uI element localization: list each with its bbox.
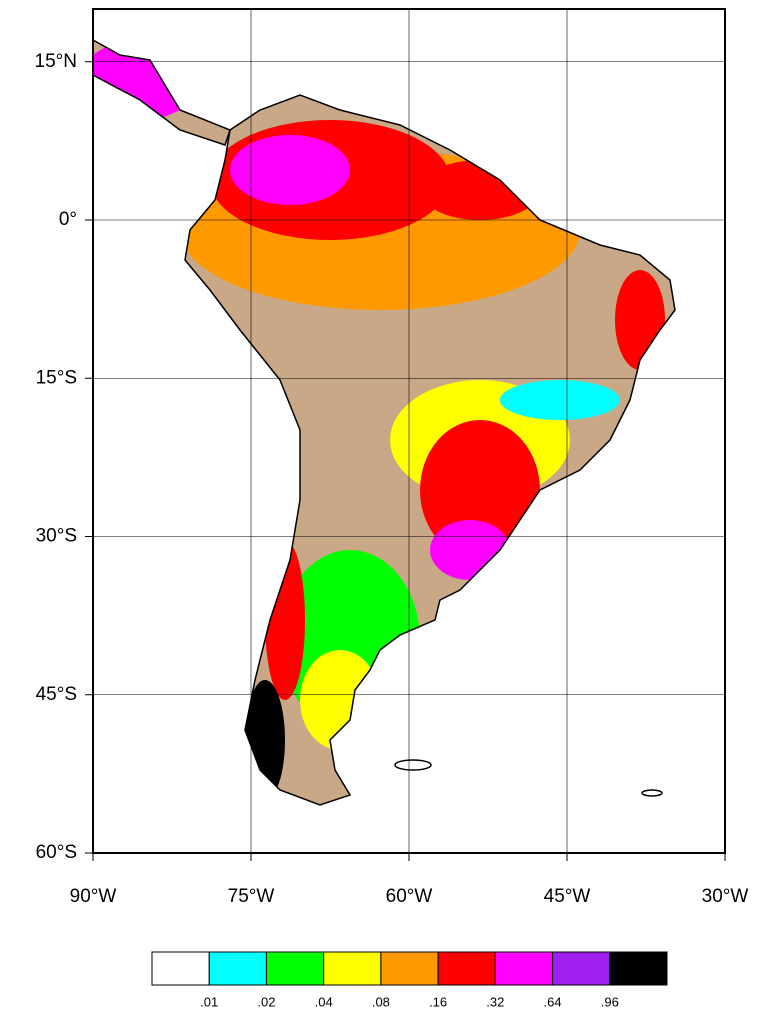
y-tick-label: 15°N xyxy=(35,51,77,72)
y-tick-label: 45°S xyxy=(36,684,77,705)
colorbar-box xyxy=(265,951,325,986)
colorbar-box xyxy=(609,951,668,986)
y-tick-label: 60°S xyxy=(36,842,77,863)
colorbar-label: .16 xyxy=(429,994,447,1009)
colorbar-label: .64 xyxy=(544,994,562,1009)
colorbar-box xyxy=(151,951,210,986)
coastline xyxy=(92,38,676,806)
colorbar-label: .02 xyxy=(257,994,275,1009)
x-tick-label: 30°W xyxy=(702,886,749,907)
colorbar-box xyxy=(380,951,439,986)
colorbar-label: .08 xyxy=(372,994,390,1009)
colorbar-box xyxy=(208,951,267,986)
x-tick-label: 90°W xyxy=(70,886,117,907)
colorbar-label: .96 xyxy=(601,994,619,1009)
colorbar-label: .01 xyxy=(200,994,218,1009)
y-tick-label: 30°S xyxy=(36,526,77,547)
y-tick-label: 15°S xyxy=(36,367,77,388)
map-frame xyxy=(92,8,726,854)
y-tick-label: 0° xyxy=(59,209,77,230)
x-tick-label: 45°W xyxy=(544,886,591,907)
colorbar-box xyxy=(323,951,382,986)
colorbar-label: .04 xyxy=(315,994,333,1009)
colorbar-box xyxy=(437,951,496,986)
x-tick-label: 60°W xyxy=(386,886,433,907)
colorbar-box xyxy=(552,951,611,986)
colorbar-label: .32 xyxy=(486,994,504,1009)
colorbar-box xyxy=(494,951,554,986)
x-tick-label: 75°W xyxy=(228,886,275,907)
